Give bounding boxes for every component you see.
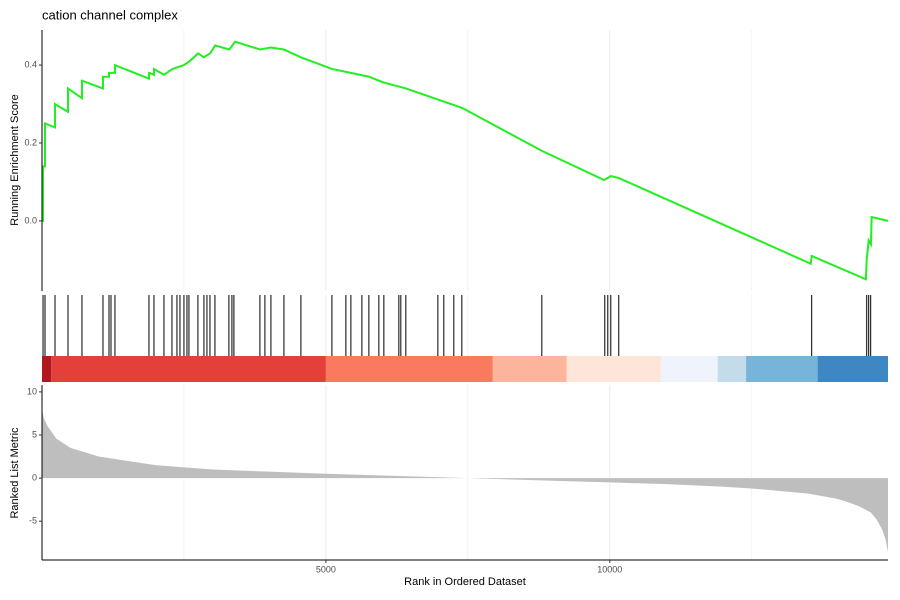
y-tick-label: 0 [32, 472, 37, 482]
rank-band [42, 356, 52, 382]
y-tick-label: 10 [27, 386, 37, 396]
y-axis-label: Ranked List Metric [9, 427, 21, 519]
enrichment-line [42, 40, 889, 281]
rank-band [717, 356, 747, 382]
rank-band [492, 356, 567, 382]
y-tick-label: 0.4 [24, 59, 37, 69]
rank-band [660, 356, 718, 382]
y-tick-label: 0.0 [24, 215, 37, 225]
y-tick-label: 0.2 [24, 137, 37, 147]
metric-area [42, 409, 888, 553]
chart-title: cation channel complex [42, 7, 178, 22]
y-tick-label: 5 [32, 429, 37, 439]
x-tick-label: 10000 [597, 564, 622, 574]
rank-band [746, 356, 818, 382]
rank-band [566, 356, 661, 382]
y-axis-label: Running Enrichment Score [9, 94, 21, 225]
rank-band [817, 356, 888, 382]
y-tick-label: -5 [29, 516, 37, 526]
x-tick-label: 5000 [316, 564, 336, 574]
x-axis-label: Rank in Ordered Dataset [404, 576, 526, 588]
rank-band [51, 356, 326, 382]
rank-band [325, 356, 493, 382]
